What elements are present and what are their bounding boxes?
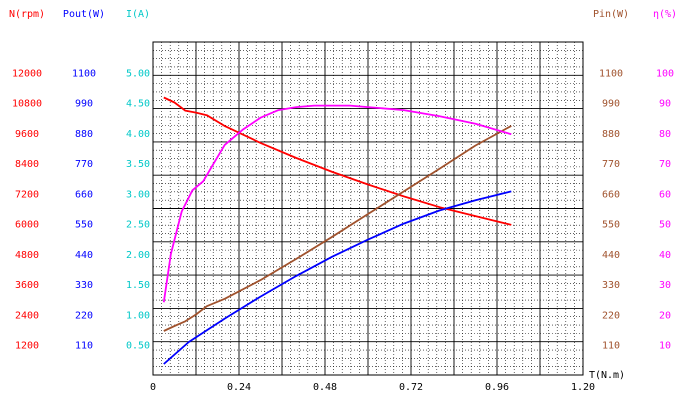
x-tick-label: 0.96	[485, 382, 509, 393]
y-tick-label-pout: 990	[75, 99, 93, 110]
y-tick-label-pin: 550	[602, 220, 620, 231]
y-tick-label-pout: 220	[75, 310, 93, 321]
y-tick-label-i: 3.00	[126, 189, 150, 200]
y-tick-label-pin: 440	[602, 250, 620, 261]
y-tick-label-i: 1.50	[126, 280, 150, 291]
y-tick-label-pout: 110	[75, 341, 93, 352]
y-tick-label-i: 4.50	[126, 99, 150, 110]
y-tick-label-pin: 990	[602, 99, 620, 110]
axis-label-pin: Pin(W)	[593, 9, 629, 20]
series-layer	[162, 96, 512, 365]
y-tick-label-n: 1200	[15, 341, 39, 352]
y-tick-label-eff: 60	[659, 189, 671, 200]
grid	[153, 42, 583, 375]
y-tick-label-i: 3.50	[126, 159, 150, 170]
x-tick-label: 0.24	[227, 382, 251, 393]
y-tick-label-eff: 30	[659, 280, 671, 291]
y-tick-label-n: 8400	[15, 159, 39, 170]
y-tick-label-pin: 770	[602, 159, 620, 170]
x-tick-label: 0.48	[313, 382, 337, 393]
series-line-n	[163, 96, 512, 226]
y-tick-label-n: 2400	[15, 310, 39, 321]
y-tick-label-pin: 110	[602, 341, 620, 352]
y-tick-label-eff: 20	[659, 310, 671, 321]
y-tick-label-pin: 1100	[599, 68, 623, 79]
y-tick-label-n: 10800	[12, 99, 42, 110]
y-tick-label-i: 5.00	[126, 68, 150, 79]
y-tick-label-eff: 70	[659, 159, 671, 170]
y-tick-label-eff: 10	[659, 341, 671, 352]
axis-label-i: I(A)	[126, 9, 150, 20]
series-line-pout	[163, 190, 512, 365]
x-axis-label: T(N.m)	[589, 370, 625, 381]
x-tick-label: 0	[150, 382, 156, 393]
series-line-pin	[163, 125, 512, 332]
y-tick-label-pin: 880	[602, 129, 620, 140]
y-tick-label-pout: 1100	[72, 68, 96, 79]
series-line-eff	[162, 104, 512, 303]
y-tick-label-n: 12000	[12, 68, 42, 79]
y-tick-label-n: 7200	[15, 189, 39, 200]
y-tick-label-eff: 50	[659, 220, 671, 231]
axis-label-n: N(rpm)	[9, 9, 45, 20]
y-tick-label-eff: 40	[659, 250, 671, 261]
y-tick-label-eff: 100	[656, 68, 674, 79]
y-tick-label-pout: 550	[75, 220, 93, 231]
y-tick-label-n: 4800	[15, 250, 39, 261]
axis-label-eff: η(%)	[653, 9, 677, 20]
y-tick-label-n: 3600	[15, 280, 39, 291]
y-tick-label-eff: 80	[659, 129, 671, 140]
y-tick-label-i: 2.00	[126, 250, 150, 261]
y-tick-label-pout: 330	[75, 280, 93, 291]
y-tick-label-n: 6000	[15, 220, 39, 231]
y-tick-label-pout: 660	[75, 189, 93, 200]
y-tick-label-pout: 440	[75, 250, 93, 261]
y-tick-label-pin: 220	[602, 310, 620, 321]
y-tick-label-i: 2.50	[126, 220, 150, 231]
y-tick-label-pin: 660	[602, 189, 620, 200]
axis-label-pout: Pout(W)	[63, 9, 105, 20]
y-tick-label-eff: 90	[659, 99, 671, 110]
y-tick-label-n: 9600	[15, 129, 39, 140]
y-tick-label-pout: 880	[75, 129, 93, 140]
y-tick-label-pout: 770	[75, 159, 93, 170]
x-tick-label: 0.72	[399, 382, 423, 393]
y-tick-label-i: 4.00	[126, 129, 150, 140]
x-tick-label: 1.20	[571, 382, 595, 393]
y-tick-label-i: 0.50	[126, 341, 150, 352]
y-tick-label-pin: 330	[602, 280, 620, 291]
axes-layer: N(rpm) 1200 2400 3600 4800 6000 7200 8400 9600 10…	[9, 9, 677, 393]
y-tick-label-i: 1.00	[126, 310, 150, 321]
